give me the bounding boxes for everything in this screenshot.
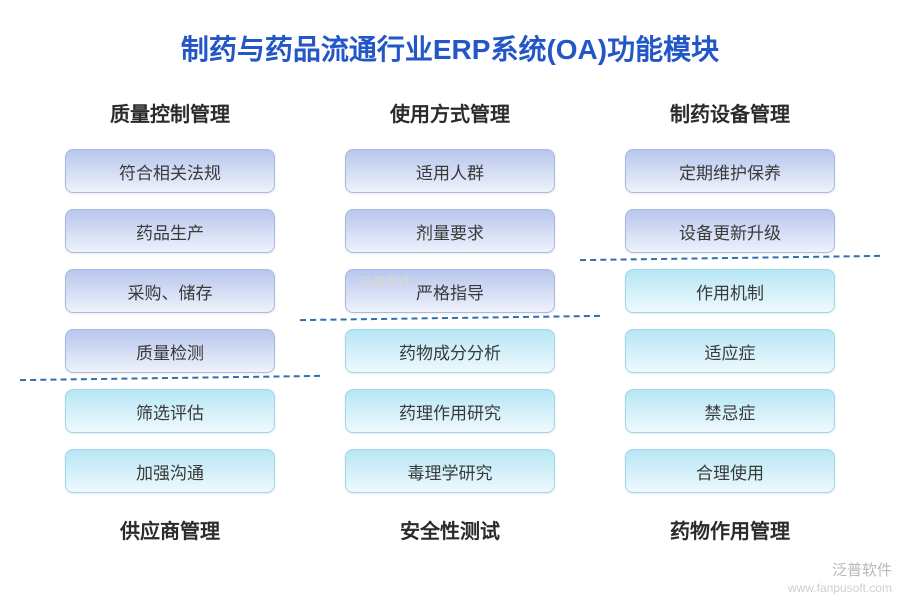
column-bottom-heading: 安全性测试 [400, 515, 500, 544]
module-cell: 剂量要求 [345, 209, 555, 253]
column-top-heading: 使用方式管理 [390, 98, 510, 127]
module-cell: 设备更新升级 [625, 209, 835, 253]
module-cell: 筛选评估 [65, 389, 275, 433]
module-cell: 加强沟通 [65, 449, 275, 493]
module-cell: 毒理学研究 [345, 449, 555, 493]
module-cell: 适用人群 [345, 149, 555, 193]
module-cell: 药物成分分析 [345, 329, 555, 373]
module-cell: 药理作用研究 [345, 389, 555, 433]
module-cell: 严格指导 [345, 269, 555, 313]
watermark-br-line2: www.fanpusoft.com [788, 581, 892, 596]
module-cell: 符合相关法规 [65, 149, 275, 193]
module-cell: 禁忌症 [625, 389, 835, 433]
column-2: 制药设备管理定期维护保养设备更新升级作用机制适应症禁忌症合理使用药物作用管理 [600, 88, 860, 544]
module-cell: 作用机制 [625, 269, 835, 313]
column-top-heading: 质量控制管理 [110, 98, 230, 127]
column-bottom-heading: 药物作用管理 [670, 515, 790, 544]
columns-container: 质量控制管理符合相关法规药品生产采购、储存质量检测筛选评估加强沟通供应商管理使用… [0, 88, 900, 544]
module-cell: 合理使用 [625, 449, 835, 493]
column-top-heading: 制药设备管理 [670, 98, 790, 127]
module-cell: 质量检测 [65, 329, 275, 373]
column-bottom-heading: 供应商管理 [120, 515, 220, 544]
module-cell: 药品生产 [65, 209, 275, 253]
watermark-bottom-right: 泛普软件 www.fanpusoft.com [788, 562, 892, 596]
module-cell: 定期维护保养 [625, 149, 835, 193]
module-cell: 采购、储存 [65, 269, 275, 313]
column-0: 质量控制管理符合相关法规药品生产采购、储存质量检测筛选评估加强沟通供应商管理 [40, 88, 300, 544]
module-cell: 适应症 [625, 329, 835, 373]
page-title: 制药与药品流通行业ERP系统(OA)功能模块 [0, 0, 900, 88]
watermark-br-line1: 泛普软件 [788, 562, 892, 581]
column-1: 使用方式管理适用人群剂量要求严格指导药物成分分析药理作用研究毒理学研究安全性测试 [320, 88, 580, 544]
